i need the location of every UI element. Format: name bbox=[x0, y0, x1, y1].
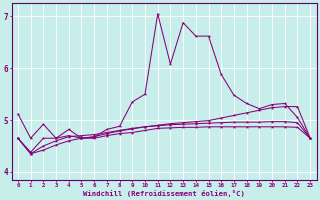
X-axis label: Windchill (Refroidissement éolien,°C): Windchill (Refroidissement éolien,°C) bbox=[83, 190, 245, 197]
